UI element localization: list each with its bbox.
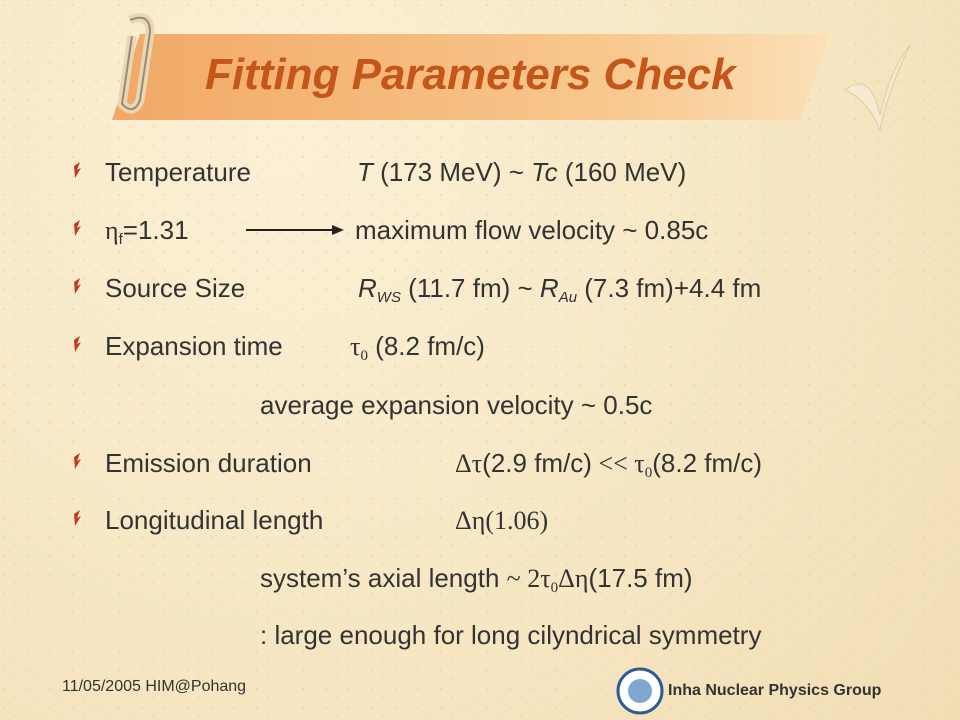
footer-date: 11/05/2005 HIM@Pohang (62, 678, 247, 695)
line: Expansion time (105, 330, 283, 362)
line: Longitudinal length (105, 504, 323, 536)
text: 0 (550, 580, 559, 596)
line: Source Size (105, 272, 245, 304)
text: τ (634, 449, 645, 478)
text: maximum flow velocity ~ 0.85c (355, 215, 709, 245)
text: (8.2 fm/c) (652, 448, 763, 478)
text: R (539, 273, 559, 303)
text: << (591, 449, 635, 478)
line: : large enough for long cilyndrical symm… (260, 619, 761, 651)
footer-group: Inha Nuclear Physics Group (668, 682, 882, 699)
text: system’s axial length (260, 563, 507, 593)
line-detail: Δτ(2.9 fm/c) << τ0(8.2 fm/c) (455, 447, 762, 489)
line: Temperature (105, 156, 251, 188)
label: Expansion time (105, 331, 283, 361)
text: (7.3 fm)+4.4 fm (577, 273, 762, 303)
line-detail: maximum flow velocity ~ 0.85c (355, 214, 708, 246)
line: ηf=1.31 (105, 214, 189, 256)
slide-title: Fitting Parameters Check (205, 50, 736, 99)
bullets (74, 162, 81, 526)
text: Au (558, 289, 578, 306)
text: η (105, 216, 119, 245)
label: average expansion velocity ~ 0.5c (260, 390, 653, 420)
title-banner (112, 34, 830, 120)
paperclip-outline (120, 16, 152, 111)
text: 0 (644, 465, 653, 481)
text: Δη (558, 564, 589, 593)
text: f (118, 231, 123, 248)
text: ~ 2τ (506, 564, 551, 593)
label: Temperature (105, 157, 251, 187)
text: R (358, 273, 377, 303)
label: Emission duration (105, 448, 312, 478)
text: Δτ (455, 449, 483, 478)
text: T (357, 157, 373, 187)
line-detail: τ0 (8.2 fm/c) (350, 330, 485, 372)
text: (160 MeV) (557, 157, 687, 187)
line-detail: T (173 MeV) ~ Tc (160 MeV) (357, 156, 686, 188)
text: 0 (360, 348, 368, 364)
text: Δη (455, 506, 486, 535)
text: Tc (531, 157, 558, 187)
label: Source Size (105, 273, 246, 303)
line: system’s axial length ~ 2τ0Δη(17.5 fm) (260, 562, 693, 604)
line-detail: RWS (11.7 fm) ~ RAu (7.3 fm)+4.4 fm (358, 272, 761, 314)
label: Longitudinal length (105, 505, 324, 535)
text: (2.9 fm/c) (482, 448, 592, 478)
check-mark (844, 44, 911, 132)
text: (8.2 fm/c) (367, 331, 485, 361)
logo-center (628, 679, 652, 703)
line: average expansion velocity ~ 0.5c (260, 389, 652, 421)
text: (11.7 fm) ~ (400, 273, 540, 303)
label: : large enough for long cilyndrical symm… (260, 620, 762, 650)
text: WS (376, 289, 401, 306)
text: (173 MeV) ~ (372, 157, 532, 187)
text: τ (350, 332, 361, 361)
line: Emission duration (105, 447, 312, 479)
line-detail: Δη(1.06) (455, 504, 548, 537)
text: =1.31 (122, 215, 189, 245)
arrow-head (332, 225, 344, 235)
text: (1.06) (485, 506, 549, 535)
text: (17.5 fm) (588, 563, 693, 593)
